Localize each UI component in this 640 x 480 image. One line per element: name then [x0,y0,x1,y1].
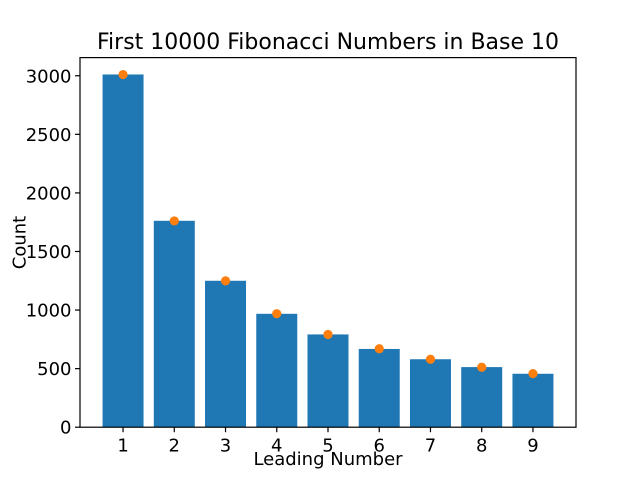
y-tick-label-3000: 3000 [26,66,72,87]
bar-digit-6 [358,348,400,428]
y-axis-label: Count [9,215,31,270]
benford-expected-point-6 [374,344,384,354]
bar-digit-4 [256,313,298,428]
bars-group [102,74,554,428]
y-tick-label-1000: 1000 [26,301,72,322]
x-tick-label-4: 4 [271,436,282,457]
scatter-group [118,69,538,379]
benford-expected-point-1 [118,69,128,80]
x-tick-label-1: 1 [117,436,128,457]
bar-digit-2 [153,220,195,428]
x-tick-label-3: 3 [220,436,231,457]
benford-expected-point-9 [528,368,538,379]
x-tick-label-7: 7 [425,436,436,457]
bar-digit-3 [205,280,247,428]
bar-digit-9 [512,373,554,428]
y-tick-label-2000: 2000 [26,183,72,204]
benford-expected-point-2 [169,216,179,226]
benford-expected-point-5 [323,329,333,340]
x-tick-label-6: 6 [374,436,385,457]
benford-expected-point-8 [477,362,487,372]
x-axis-label: Leading Number [253,449,403,470]
y-tick-label-1500: 1500 [26,242,72,263]
bar-digit-8 [461,367,503,428]
benford-expected-point-7 [425,354,436,364]
bar-digit-5 [307,334,349,428]
x-tick-label-8: 8 [476,436,487,457]
chart-title: First 10000 Fibonacci Numbers in Base 10 [96,30,560,55]
bar-digit-7 [409,359,451,428]
bar-digit-1 [102,74,144,428]
benford-expected-point-3 [220,276,231,286]
x-tick-label-2: 2 [169,436,180,457]
y-axis: 0 500 1000 1500 2000 2500 3000 [26,66,80,439]
y-tick-label-500: 500 [37,359,71,380]
benford-expected-point-4 [272,309,282,319]
x-tick-label-5: 5 [322,436,333,457]
x-tick-label-9: 9 [527,436,538,457]
y-tick-label-2500: 2500 [26,125,72,146]
y-tick-label-0: 0 [60,418,71,439]
x-axis: 1 2 3 4 5 6 7 8 9 [117,427,539,457]
